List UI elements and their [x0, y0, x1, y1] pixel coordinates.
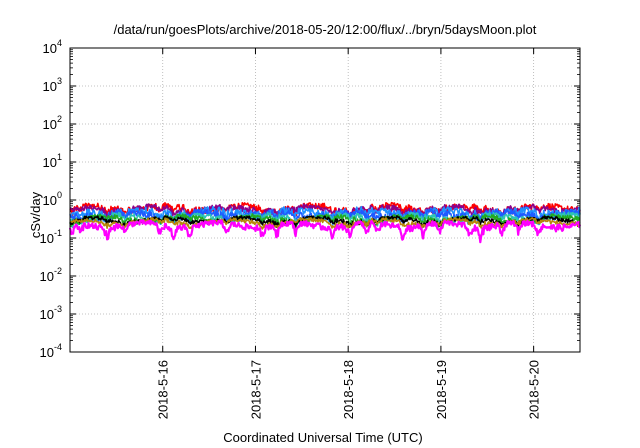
y-axis-label: cSv/day [28, 191, 43, 238]
x-tick-label: 2018-5-16 [156, 360, 171, 419]
series-line [68, 219, 582, 244]
y-axis: 10-4 10-3 10-2 10-1 100 101 102 103 104 [40, 38, 580, 360]
y-tick-label: 10-4 [40, 342, 62, 360]
y-tick-label: 103 [43, 76, 62, 94]
x-tick-label: 2018-5-20 [527, 360, 542, 419]
x-axis-label: Coordinated Universal Time (UTC) [223, 430, 422, 445]
y-tick-label: 101 [43, 152, 62, 170]
grid [70, 48, 580, 352]
plot-frame [69, 47, 581, 353]
y-tick-label: 10-3 [40, 304, 62, 322]
y-tick-label: 100 [43, 190, 62, 208]
x-tick-label: 2018-5-19 [434, 360, 449, 419]
x-axis: 2018-5-16 2018-5-17 2018-5-18 2018-5-19 2018… [156, 48, 542, 419]
series-line [69, 213, 581, 229]
series-lines [68, 201, 582, 244]
series-line [69, 217, 581, 230]
y-tick-label: 104 [43, 38, 62, 56]
x-tick-label: 2018-5-18 [341, 360, 356, 419]
x-tick-label: 2018-5-17 [248, 360, 263, 419]
chart-title: /data/run/goesPlots/archive/2018-05-20/1… [114, 22, 537, 37]
y-tick-label: 10-1 [40, 228, 62, 246]
y-tick-label: 102 [43, 114, 62, 132]
y-tick-label: 10-2 [40, 266, 62, 284]
